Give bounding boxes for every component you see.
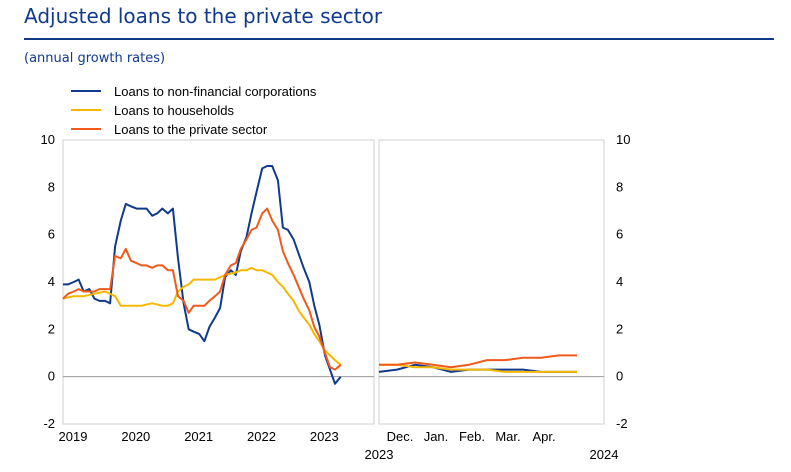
- legend: Loans to non-financial corporations Loans…: [71, 84, 317, 137]
- chart-frames: [62, 139, 605, 425]
- series-line-recent-1: [379, 363, 577, 373]
- y-tick-label-right: 2: [616, 321, 623, 336]
- legend-label-2: Loans to the private sector: [114, 122, 268, 137]
- axis-ticks: -2 -2 0 0 2 2 4 4 6 6 8 8 10 10 2019 2020 2021 2022 2023 De…: [41, 132, 631, 462]
- series-lines: [62, 165, 577, 385]
- series-line-long-0: [63, 165, 342, 385]
- y-tick-label-left: -2: [43, 416, 55, 431]
- y-tick-label-right: 4: [616, 274, 623, 289]
- series-line-long-1: [62, 266, 342, 366]
- y-tick-label-left: 6: [48, 227, 55, 242]
- y-tick-label-right: 8: [616, 179, 623, 194]
- y-tick-label-left: 4: [48, 274, 55, 289]
- x-tick-label-recent: Mar.: [495, 429, 520, 444]
- y-tick-label-left: 8: [48, 179, 55, 194]
- x-tick-label-long: 2020: [121, 429, 150, 444]
- page-title: Adjusted loans to the private sector: [24, 4, 383, 28]
- y-tick-label-right: -2: [616, 416, 628, 431]
- y-tick-label-right: 10: [616, 132, 630, 147]
- year-label-end: 2024: [590, 447, 619, 462]
- page-subtitle: (annual growth rates): [24, 51, 166, 66]
- x-tick-label-long: 2019: [59, 429, 88, 444]
- y-tick-label-right: 6: [616, 227, 623, 242]
- x-tick-label-recent: Jan.: [424, 429, 449, 444]
- series-line-recent-2: [379, 354, 577, 369]
- series-line-long-2: [62, 207, 342, 371]
- x-tick-label-recent: Apr.: [532, 429, 555, 444]
- x-tick-label-long: 2023: [310, 429, 339, 444]
- x-tick-label-recent: Dec.: [387, 429, 414, 444]
- legend-label-1: Loans to households: [114, 103, 234, 118]
- y-tick-label-left: 0: [48, 369, 55, 384]
- x-tick-label-recent: Feb.: [459, 429, 485, 444]
- panel-recent-frame: [378, 139, 605, 425]
- year-label-start: 2023: [365, 447, 394, 462]
- y-tick-label-left: 2: [48, 321, 55, 336]
- x-tick-label-long: 2021: [184, 429, 213, 444]
- x-tick-label-long: 2022: [247, 429, 276, 444]
- panel-long-frame: [62, 139, 375, 425]
- y-tick-label-left: 10: [41, 132, 55, 147]
- title-rule: [24, 38, 774, 40]
- legend-label-0: Loans to non-financial corporations: [114, 84, 317, 99]
- y-tick-label-right: 0: [616, 369, 623, 384]
